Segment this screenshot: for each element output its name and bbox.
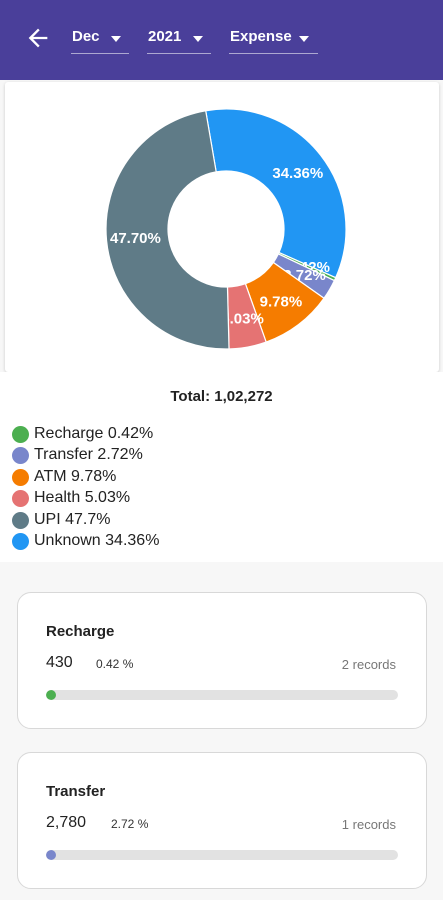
chart-card: 34.36% 0.42% 2.72% 9.78% 5.03% 47.70% (5, 82, 439, 372)
legend-label: Unknown 34.36% (34, 531, 160, 549)
legend-item-unknown[interactable]: Unknown 34.36% (12, 531, 272, 552)
progress-bar (46, 690, 398, 700)
donut-chart[interactable]: 34.36%0.42%2.72%9.78%5.03%47.70% (5, 82, 439, 372)
total-label: Total: 1,02,272 (170, 388, 273, 405)
chevron-down-icon (193, 36, 203, 42)
legend-label: Recharge 0.42% (34, 425, 154, 442)
legend-label: UPI 47.7% (34, 510, 111, 528)
legend-item-upi[interactable]: UPI 47.7% (12, 510, 272, 531)
legend-label: ATM 9.78% (34, 467, 117, 485)
month-dropdown[interactable]: Dec (71, 24, 129, 54)
legend: Recharge 0.42% Transfer 2.72% ATM 9.78% … (12, 424, 272, 552)
slice-label-atm: 9.78% (260, 294, 303, 311)
legend-item-recharge[interactable]: Recharge 0.42% (12, 424, 272, 445)
slice-label-upi: 47.70% (110, 230, 161, 247)
category-percent: 0.42 % (96, 657, 134, 671)
legend-dot (12, 532, 29, 550)
type-dropdown[interactable]: Expense (229, 24, 318, 54)
slice-label-unknown: 34.36% (272, 165, 323, 182)
legend-label: Transfer 2.72% (34, 446, 143, 464)
year-dropdown-value: 2021 (148, 28, 182, 45)
category-name: Transfer (46, 783, 106, 800)
summary-section (0, 372, 443, 562)
progress-fill (46, 690, 56, 700)
legend-item-atm[interactable]: ATM 9.78% (12, 467, 272, 488)
year-dropdown[interactable]: 2021 (147, 24, 211, 54)
category-amount: 430 (46, 654, 73, 671)
legend-item-transfer[interactable]: Transfer 2.72% (12, 445, 272, 466)
arrow-left-icon[interactable] (24, 24, 52, 52)
type-dropdown-value: Expense (230, 28, 292, 45)
record-count: 2 records (341, 657, 396, 672)
donut-slice-unknown[interactable] (205, 108, 347, 279)
category-percent: 2.72 % (111, 817, 149, 831)
legend-item-health[interactable]: Health 5.03% (12, 488, 272, 509)
chevron-down-icon (299, 36, 309, 42)
category-card-transfer[interactable]: Transfer 2,780 2.72 % 1 records (17, 752, 427, 889)
legend-dot (12, 511, 29, 529)
legend-dot (12, 447, 29, 465)
donut-slice-upi[interactable] (105, 110, 230, 350)
category-amount: 2,780 (46, 814, 87, 831)
legend-dot (12, 468, 29, 486)
progress-fill (46, 850, 56, 860)
progress-bar (46, 850, 398, 860)
slice-label-health: 5.03% (221, 310, 264, 327)
record-count: 1 records (341, 817, 396, 832)
app-bar: Dec 2021 Expense (0, 0, 443, 80)
month-dropdown-value: Dec (72, 28, 100, 45)
legend-dot (12, 490, 29, 508)
legend-label: Health 5.03% (34, 489, 131, 507)
legend-dot (12, 426, 29, 443)
category-card-recharge[interactable]: Recharge 430 0.42 % 2 records (17, 592, 427, 729)
category-name: Recharge (46, 623, 115, 640)
chevron-down-icon (111, 36, 121, 42)
